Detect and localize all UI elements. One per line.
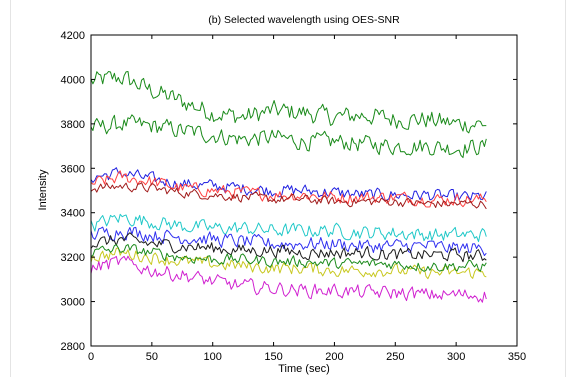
series-line [90, 232, 487, 263]
y-tick-label: 3600 [61, 163, 85, 175]
ticks-layer: 0 50 100 150 200 250 300 350 2800 3000 3200 3400 360… [61, 30, 527, 363]
x-tick-label: 100 [204, 351, 222, 363]
series-line [90, 71, 487, 134]
y-tick-label: 3000 [61, 297, 85, 309]
y-axis-label: Intensity [37, 169, 49, 210]
x-tick-label: 200 [325, 351, 343, 363]
series-line [90, 167, 487, 201]
chart-title: (b) Selected wavelength using OES-SNR [208, 14, 400, 26]
y-tick-label: 4000 [61, 74, 85, 86]
x-axis-label: Time (sec) [278, 363, 330, 375]
y-tick-label: 4200 [61, 30, 85, 42]
series-line [90, 114, 487, 159]
y-tick-label: 3400 [61, 208, 85, 220]
series-line [90, 247, 487, 280]
x-tick-label: 50 [146, 351, 158, 363]
x-tick-label: 0 [88, 351, 94, 363]
x-tick-label: 350 [508, 351, 526, 363]
x-tick-label: 300 [447, 351, 465, 363]
series-line [90, 226, 487, 256]
x-tick-label: 250 [386, 351, 404, 363]
y-tick-label: 2800 [61, 341, 85, 353]
figure-border [10, 0, 566, 377]
series-line [90, 244, 487, 272]
series-layer [90, 71, 487, 303]
y-tick-label: 3800 [61, 119, 85, 131]
series-line [90, 255, 487, 303]
plot-frame [90, 34, 518, 347]
y-tick-label: 3200 [61, 252, 85, 264]
x-tick-label: 150 [264, 351, 282, 363]
series-line [90, 182, 487, 210]
series-line [90, 213, 487, 243]
